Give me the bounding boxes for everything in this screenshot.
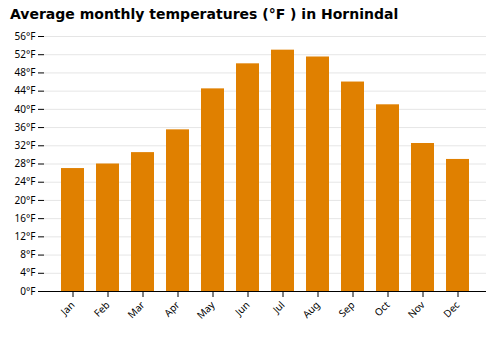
svg-text:56°F: 56°F [15,29,36,43]
svg-text:0°F: 0°F [20,284,35,298]
svg-text:12°F: 12°F [15,229,36,243]
svg-text:4°F: 4°F [20,265,35,279]
html-text:Average monthly temperatures (: Average monthly temperatures (°F ) in Ho… [10,6,399,22]
svg-text:36°F: 36°F [15,120,36,134]
svg-text:Sep: Sep [335,298,357,320]
svg-text:16°F: 16°F [15,211,36,225]
svg-text:Mar: Mar [124,298,147,321]
svg-text:Oct: Oct [371,298,393,320]
svg-text:44°F: 44°F [15,83,36,97]
svg-text:Nov: Nov [404,297,428,321]
svg-text:Jun: Jun [231,298,252,319]
svg-text:24°F: 24°F [15,174,36,188]
svg-text:Jul: Jul [269,298,288,317]
svg-text:28°F: 28°F [15,156,36,170]
svg-text:Feb: Feb [90,298,112,320]
svg-text:32°F: 32°F [15,138,36,152]
svg-text:8°F: 8°F [20,247,35,261]
svg-text:Jan: Jan [57,298,78,319]
svg-text:48°F: 48°F [15,65,36,79]
svg-text:May: May [193,297,218,322]
svg-text:Dec: Dec [440,298,463,321]
svg-text:Apr: Apr [161,298,183,320]
svg-text:52°F: 52°F [15,47,36,61]
svg-text:40°F: 40°F [15,102,36,116]
svg-text:20°F: 20°F [15,193,36,207]
svg-text:Aug: Aug [299,298,322,321]
